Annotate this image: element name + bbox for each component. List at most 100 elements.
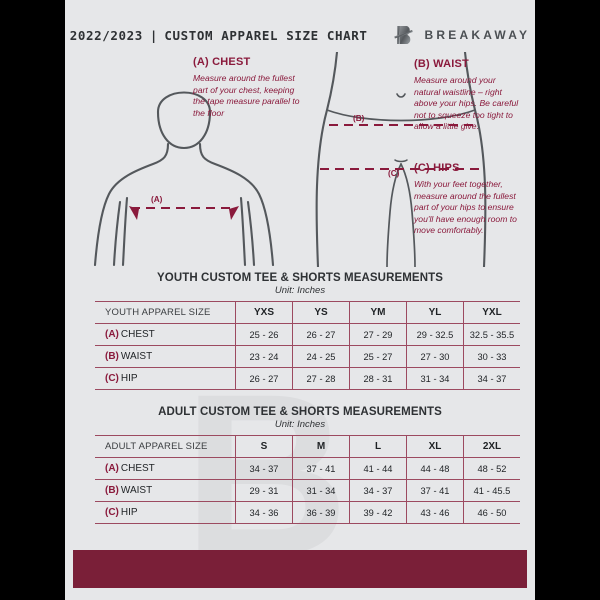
youth-hip-name: HIP [120,373,138,384]
callout-waist: (B) WAIST Measure around your natural wa… [414,58,524,133]
youth-row-label-hip: (C) HIP [95,367,236,390]
youth-row-label-waist: (B) WAIST [95,345,236,368]
adult-size-l: L [349,435,407,458]
adult-table-title: ADULT CUSTOM TEE & SHORTS MEASUREMENTS [158,406,442,418]
youth-size-yxl: YXL [463,301,520,324]
adult-hip-m: 36 - 39 [292,501,350,524]
adult-hip-xl: 43 - 46 [406,501,464,524]
youth-chest-tag: (A) [105,329,119,340]
adult-size-2xl: 2XL [463,435,520,458]
page-title: CUSTOM APPAREL SIZE CHART [164,27,368,43]
youth-size-table: YOUTH APPAREL SIZE YXS YS YM YL YXL (A) C… [95,301,520,390]
table-row: (B) WAIST 29 - 31 31 - 34 34 - 37 37 - 41… [95,479,520,502]
adult-waist-l: 34 - 37 [349,479,407,502]
youth-waist-tag: (B) [105,351,119,362]
youth-size-column-header: YOUTH APPAREL SIZE [95,301,236,324]
brand-name: BREAKAWAY [424,28,531,42]
youth-chest-yxs: 25 - 26 [235,323,293,346]
table-row: (A) CHEST 34 - 37 37 - 41 41 - 44 44 - 48… [95,457,520,480]
adult-chest-tag: (A) [105,463,119,474]
adult-hip-2xl: 46 - 50 [463,501,520,524]
youth-hip-yl: 31 - 34 [406,367,464,390]
table-row: (A) CHEST 25 - 26 26 - 27 27 - 29 29 - 32… [95,323,520,346]
adult-size-column-header: ADULT APPAREL SIZE [95,435,236,458]
callout-chest: (A) CHEST Measure around the fullest par… [193,56,305,119]
header-season: 2022/2023 [69,27,143,43]
youth-size-yxs: YXS [235,301,293,324]
measurement-diagram: (A) (B) (C) (A) CHEST Measure around the… [65,52,535,267]
adult-hip-l: 39 - 42 [349,501,407,524]
adult-row-label-chest: (A) CHEST [95,457,236,480]
table-header-row: ADULT APPAREL SIZE S M L XL 2XL [95,435,520,458]
adult-chest-l: 41 - 44 [349,457,407,480]
youth-row-label-chest: (A) CHEST [95,323,236,346]
adult-chest-m: 37 - 41 [292,457,350,480]
callout-waist-body: Measure around your natural waistline – … [414,75,519,132]
adult-waist-name: WAIST [120,485,153,496]
adult-chest-name: CHEST [120,463,155,474]
youth-hip-ym: 28 - 31 [349,367,407,390]
chest-dimension-label: (A) [151,195,163,204]
upper-body-figure-icon [93,91,275,267]
adult-waist-s: 29 - 31 [235,479,293,502]
chest-measure-line [129,206,239,220]
callout-waist-title: (B) WAIST [414,58,469,70]
size-chart-page: B 2022/2023 | CUSTOM APPAREL SIZE CHART [65,0,535,600]
youth-waist-ym: 25 - 27 [349,345,407,368]
adult-waist-2xl: 41 - 45.5 [463,479,520,502]
page-header: 2022/2023 | CUSTOM APPAREL SIZE CHART [65,20,535,50]
figure-illustrations [93,52,487,267]
adult-waist-m: 31 - 34 [292,479,350,502]
table-row: (C) HIP 34 - 36 36 - 39 39 - 42 43 - 46 4… [95,501,520,524]
adult-size-m: M [292,435,350,458]
callout-hips-title: (C) HIPS [414,162,460,174]
youth-waist-yl: 27 - 30 [406,345,464,368]
adult-measurements-section: ADULT CUSTOM TEE & SHORTS MEASUREMENTS U… [95,406,520,524]
adult-chest-s: 34 - 37 [235,457,293,480]
adult-size-s: S [235,435,293,458]
callout-chest-body: Measure around the fullest part of your … [193,73,300,118]
lower-body-figure-icon [315,52,487,267]
footer-bar [73,550,527,588]
youth-table-title: YOUTH CUSTOM TEE & SHORTS MEASUREMENTS [157,272,443,284]
adult-hip-name: HIP [120,507,138,518]
youth-chest-yxl: 32.5 - 35.5 [463,323,520,346]
youth-waist-yxs: 23 - 24 [235,345,293,368]
youth-size-ym: YM [349,301,407,324]
adult-chest-xl: 44 - 48 [406,457,464,480]
youth-hip-yxs: 26 - 27 [235,367,293,390]
youth-waist-name: WAIST [120,351,153,362]
adult-waist-tag: (B) [105,485,119,496]
adult-hip-s: 34 - 36 [235,501,293,524]
adult-row-label-hip: (C) HIP [95,501,236,524]
adult-size-table: ADULT APPAREL SIZE S M L XL 2XL (A) CHEST… [95,435,520,524]
callout-hips: (C) HIPS With your feet together, measur… [414,162,526,237]
brand-logo: BREAKAWAY [392,22,531,48]
table-row: (C) HIP 26 - 27 27 - 28 28 - 31 31 - 34 3… [95,367,520,390]
youth-table-unit: Unit: Inches [274,285,326,296]
adult-hip-tag: (C) [105,507,119,518]
youth-measurements-section: YOUTH CUSTOM TEE & SHORTS MEASUREMENTS U… [95,272,520,390]
adult-table-unit: Unit: Inches [274,419,326,430]
table-header-row: YOUTH APPAREL SIZE YXS YS YM YL YXL [95,301,520,324]
youth-chest-ym: 27 - 29 [349,323,407,346]
breakaway-b-logo-icon [392,22,418,48]
youth-size-yl: YL [406,301,464,324]
youth-size-ys: YS [292,301,350,324]
adult-chest-2xl: 48 - 52 [463,457,520,480]
youth-waist-ys: 24 - 25 [292,345,350,368]
callout-hips-body: With your feet together, measure around … [414,179,517,236]
adult-size-xl: XL [406,435,464,458]
callout-chest-title: (A) CHEST [193,56,251,68]
youth-hip-tag: (C) [105,373,119,384]
adult-waist-xl: 37 - 41 [406,479,464,502]
header-separator: | [149,27,158,43]
hips-dimension-label: (C) [388,169,400,178]
youth-hip-yxl: 34 - 37 [463,367,520,390]
youth-chest-yl: 29 - 32.5 [406,323,464,346]
youth-chest-ys: 26 - 27 [292,323,350,346]
waist-dimension-label: (B) [353,114,365,123]
youth-waist-yxl: 30 - 33 [463,345,520,368]
adult-row-label-waist: (B) WAIST [95,479,236,502]
youth-hip-ys: 27 - 28 [292,367,350,390]
